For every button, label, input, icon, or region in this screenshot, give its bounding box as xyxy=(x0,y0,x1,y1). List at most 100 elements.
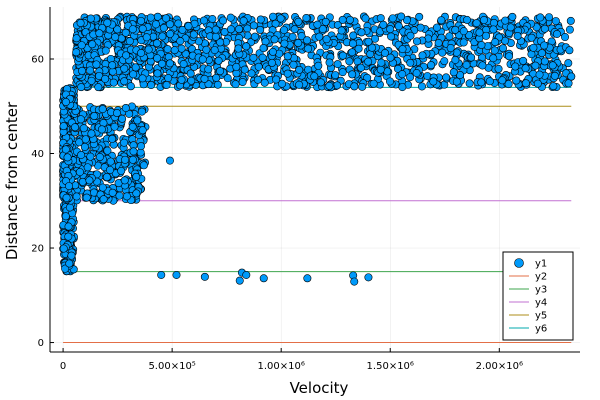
legend: y1 y2 y3 y4 y5 y6 xyxy=(502,251,574,341)
y1-point xyxy=(98,105,107,114)
y1-point xyxy=(238,78,247,87)
y1-point xyxy=(537,49,546,58)
y1-point xyxy=(137,107,146,116)
y1-point xyxy=(451,55,460,64)
y1-point xyxy=(77,150,86,159)
y-tick-label: 60 xyxy=(31,54,44,65)
y1-point xyxy=(111,32,120,41)
y1-point xyxy=(310,72,319,81)
y1-point xyxy=(216,67,225,76)
y1-point xyxy=(489,54,498,63)
y1-point xyxy=(125,109,134,118)
y1-point xyxy=(531,61,540,70)
y1-point xyxy=(565,46,574,55)
y1-point xyxy=(442,73,451,82)
y1-point xyxy=(138,126,147,135)
y1-point xyxy=(162,14,171,23)
y1-point xyxy=(567,72,576,81)
y1-point xyxy=(325,58,334,67)
y1-point xyxy=(357,63,366,72)
y1-point xyxy=(132,172,141,181)
y1-point xyxy=(177,75,186,84)
y1-point xyxy=(501,16,510,25)
y1-point xyxy=(417,82,426,91)
y1-point xyxy=(388,14,397,23)
y1-point xyxy=(561,33,570,42)
y1-point xyxy=(95,153,104,162)
y1-point xyxy=(363,73,372,82)
y1-point xyxy=(235,276,244,285)
y1-point xyxy=(242,270,251,279)
y1-point xyxy=(348,48,357,57)
y1-point xyxy=(398,83,407,92)
y1-point xyxy=(234,44,243,53)
y1-point xyxy=(494,64,503,73)
y1-point xyxy=(212,73,221,82)
y1-point xyxy=(240,65,249,74)
y1-point xyxy=(239,16,248,25)
y1-point xyxy=(295,65,304,74)
y1-point xyxy=(348,70,357,79)
y1-point xyxy=(367,43,376,52)
y1-point xyxy=(491,38,500,47)
y1-point xyxy=(315,32,324,41)
y1-point xyxy=(333,21,342,30)
y1-point xyxy=(349,31,358,40)
y1-point xyxy=(85,176,94,185)
y1-point xyxy=(434,39,443,48)
y1-point xyxy=(211,25,220,34)
y1-point xyxy=(131,63,140,72)
y1-point xyxy=(376,14,385,23)
y1-point xyxy=(379,20,388,29)
y1-point xyxy=(398,70,407,79)
y1-point xyxy=(385,77,394,86)
y1-point xyxy=(268,47,277,56)
y1-point xyxy=(102,173,111,182)
y1-point xyxy=(258,53,267,62)
y1-point xyxy=(331,71,340,80)
y1-point xyxy=(198,55,207,64)
y1-point xyxy=(249,53,258,62)
y1-point xyxy=(223,74,232,83)
y1-point xyxy=(485,77,494,86)
x-tick-label: 5.00×10⁵ xyxy=(148,361,195,372)
y1-point xyxy=(164,52,173,61)
y1-point xyxy=(467,53,476,62)
y1-point xyxy=(361,14,370,23)
y1-point xyxy=(77,83,86,92)
y1-point xyxy=(170,46,179,55)
y1-point xyxy=(504,80,513,89)
y1-point xyxy=(120,64,129,73)
y1-point xyxy=(429,77,438,86)
y1-point xyxy=(550,71,559,80)
y1-point xyxy=(475,28,484,37)
y1-point xyxy=(214,56,223,65)
y1-point xyxy=(276,14,285,23)
y1-point xyxy=(394,64,403,73)
y1-point xyxy=(153,12,162,21)
y1-point xyxy=(364,37,373,46)
y1-point xyxy=(199,16,208,25)
y1-point xyxy=(564,59,573,68)
y1-point xyxy=(338,68,347,77)
y1-point xyxy=(402,16,411,25)
y1-point xyxy=(151,20,160,29)
y1-point xyxy=(61,264,70,273)
y1-point xyxy=(297,32,306,41)
y1-point xyxy=(86,66,95,75)
y1-point xyxy=(549,82,558,91)
y1-point xyxy=(78,177,87,186)
y1-point xyxy=(163,45,172,54)
y1-point xyxy=(76,19,85,28)
y1-point xyxy=(152,39,161,48)
y1-point xyxy=(505,52,514,61)
y1-point xyxy=(242,42,251,51)
y1-point xyxy=(78,66,87,75)
y1-point xyxy=(268,58,277,67)
y1-point xyxy=(112,109,121,118)
y1-point xyxy=(106,157,115,166)
y1-point xyxy=(179,60,188,69)
y1-point xyxy=(289,60,298,69)
y1-point xyxy=(204,80,213,89)
y1-point xyxy=(451,25,460,34)
